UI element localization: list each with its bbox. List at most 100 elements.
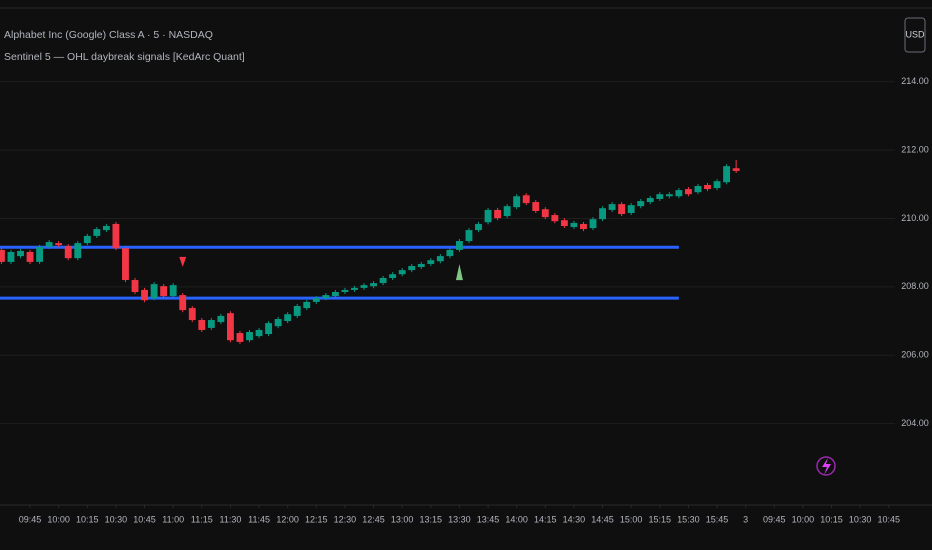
candle-body: [198, 320, 206, 330]
candle-body: [360, 285, 368, 288]
candle-body: [398, 270, 406, 275]
y-tick-label: 214.00: [901, 76, 929, 86]
candle-body: [0, 249, 5, 262]
x-tick-label: 10:45: [878, 514, 901, 524]
candle-body: [475, 223, 482, 231]
candle-body: [226, 313, 234, 341]
candle-body: [255, 329, 263, 337]
candle-body: [417, 263, 425, 268]
x-tick-label: 11:30: [219, 514, 241, 524]
symbol-title: Alphabet Inc (Google) Class A · 5 · NASD…: [4, 29, 213, 41]
candle-body: [446, 249, 454, 257]
x-tick-label: 10:00: [47, 514, 70, 524]
candle-body: [274, 319, 282, 327]
x-tick-label: 13:00: [391, 514, 414, 524]
x-tick-label: 10:30: [849, 514, 872, 524]
candle-body: [704, 184, 711, 190]
candle-body: [370, 283, 377, 287]
candle-body: [303, 301, 311, 309]
candle-body: [694, 185, 702, 193]
x-tick-label: 12:30: [334, 514, 357, 524]
x-tick-label: 12:00: [276, 514, 299, 524]
candle-body: [389, 274, 397, 278]
candle-body: [64, 246, 72, 259]
candle-body: [55, 243, 63, 246]
y-tick-label: 210.00: [901, 213, 929, 223]
candle-body: [455, 241, 463, 250]
candle-body: [236, 333, 244, 342]
candle-body: [522, 195, 530, 204]
candle-body: [188, 308, 196, 321]
x-tick-label: 13:15: [420, 514, 443, 524]
x-tick-label: 11:45: [248, 514, 270, 524]
candle-body: [551, 215, 559, 222]
candle-body: [379, 277, 387, 284]
candle-body: [93, 229, 101, 236]
candle-body: [608, 204, 616, 210]
x-tick-label: 15:30: [677, 514, 700, 524]
candle-body: [599, 208, 606, 220]
candle-body: [102, 226, 110, 231]
candle-body: [17, 250, 24, 257]
candle-body: [465, 230, 473, 242]
x-tick-label: 15:45: [706, 514, 729, 524]
candle-body: [665, 194, 673, 197]
candle-body: [503, 206, 511, 217]
x-tick-label: 14:45: [591, 514, 614, 524]
candle-body: [646, 197, 654, 203]
candle-body: [637, 201, 645, 207]
currency-label[interactable]: USD: [905, 29, 925, 39]
x-tick-label: 09:45: [763, 514, 786, 524]
x-tick-label: 10:30: [105, 514, 128, 524]
candle-body: [169, 285, 177, 297]
candle-body: [513, 196, 521, 208]
y-tick-label: 208.00: [901, 281, 929, 291]
x-tick-label: 10:15: [76, 514, 99, 524]
logo-ring: [816, 456, 836, 476]
candle-body: [265, 323, 273, 335]
candle-body: [541, 209, 549, 218]
y-tick-label: 204.00: [901, 418, 929, 428]
candle-body: [26, 251, 34, 262]
candle-body: [589, 219, 597, 229]
candle-body: [83, 235, 91, 244]
grid: [0, 81, 932, 508]
candle-body: [284, 314, 292, 322]
candle-body: [627, 205, 635, 214]
candle-body: [494, 209, 502, 219]
sell-signal: [179, 256, 187, 267]
x-tick-label: 10:00: [792, 514, 815, 524]
candle-body: [656, 194, 664, 199]
y-tick-label: 206.00: [901, 350, 929, 360]
x-tick-label: 14:15: [534, 514, 557, 524]
currency-button[interactable]: [904, 17, 926, 53]
candle-body: [160, 286, 168, 297]
candle-body: [732, 168, 740, 171]
logo: [816, 456, 836, 476]
logo-bolt: [822, 458, 831, 475]
candle-body: [341, 289, 349, 292]
buy-signal: [455, 264, 463, 281]
candle-body: [312, 298, 320, 302]
candle-body: [580, 223, 587, 230]
candle-body: [207, 320, 215, 328]
x-tick-label: 15:15: [649, 514, 672, 524]
candle-body: [179, 295, 187, 311]
candle-body: [427, 260, 435, 264]
candle-body: [150, 284, 158, 299]
candle-body: [408, 266, 416, 271]
indicator-title: Sentinel 5 — OHL daybreak signals [KedAr…: [4, 51, 245, 63]
candle-body: [112, 223, 120, 249]
candle-body: [45, 242, 53, 247]
candle-body: [484, 209, 492, 223]
candle-body: [532, 202, 540, 211]
x-tick-label: 13:45: [477, 514, 500, 524]
x-tick-label: 11:00: [162, 514, 184, 524]
candle-body: [322, 295, 330, 299]
candle-body: [217, 315, 225, 323]
candle-body: [7, 251, 15, 262]
plot: [0, 160, 740, 344]
candle-body: [74, 243, 82, 259]
candle-body: [618, 204, 626, 215]
